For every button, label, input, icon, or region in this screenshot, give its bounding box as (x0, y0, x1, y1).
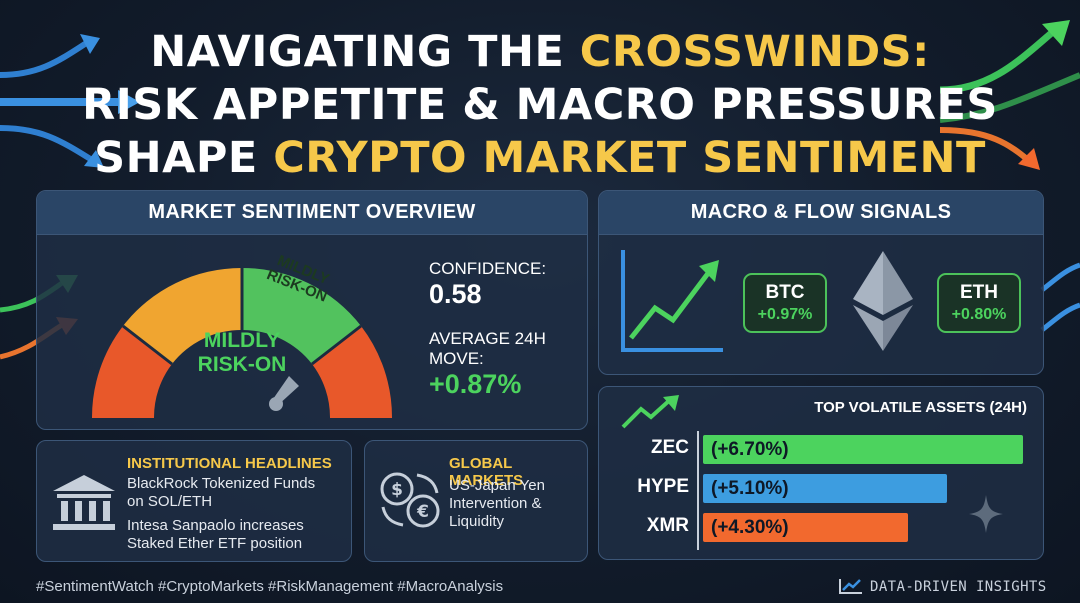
bank-icon (53, 475, 115, 530)
confidence-label: CONFIDENCE: (429, 259, 547, 278)
brand-label: DATA-DRIVEN INSIGHTS (870, 579, 1047, 595)
sparkle-icon (969, 495, 1003, 533)
asset-axis-line (697, 431, 699, 550)
global-markets-panel: $ € GLOBAL MARKETS US-Japan Yen Interven… (364, 440, 588, 562)
title-line-3: SHAPE CRYPTO MARKET SENTIMENT (94, 133, 986, 183)
eth-change: +0.80% (951, 306, 1007, 323)
market-sentiment-header: MARKET SENTIMENT OVERVIEW (37, 191, 587, 235)
gauge-center-label: MILDLY RISK-ON (197, 329, 287, 376)
macro-flow-panel: MACRO & FLOW SIGNALS BTC +0.97% ETH +0.8… (598, 190, 1044, 375)
asset-name-zec: ZEC (651, 437, 689, 458)
sentiment-gauge (91, 267, 393, 418)
eth-signal: ETH +0.80% (937, 273, 1021, 333)
asset-bar-xmr: (+4.30%) (703, 513, 908, 542)
institutional-headlines-panel: INSTITUTIONAL HEADLINES BlackRock Tokeni… (36, 440, 352, 562)
headline-intesa: Intesa Sanpaolo increases Staked Ether E… (127, 517, 304, 552)
btc-signal: BTC +0.97% (743, 273, 827, 333)
avg-move-value: +0.87% (429, 369, 522, 399)
right-side-arrows-decoration (1040, 262, 1080, 332)
page-title: NAVIGATING THE CROSSWINDS: RISK APPETITE… (0, 26, 1080, 185)
btc-symbol: BTC (765, 282, 805, 303)
chart-brand-icon (839, 579, 862, 594)
global-markets-header: GLOBAL MARKETS (449, 455, 524, 489)
btc-change: +0.97% (757, 306, 813, 323)
gauge-segment-mildly-risk-on (242, 267, 361, 364)
global-markets-text: US-Japan Yen Intervention & Liquidity (449, 477, 545, 530)
eth-symbol: ETH (960, 282, 998, 303)
confidence-value: 0.58 (429, 279, 482, 309)
uptrend-icon (621, 395, 679, 429)
asset-bar-hype: (+5.10%) (703, 474, 947, 503)
macro-flow-header: MACRO & FLOW SIGNALS (599, 191, 1043, 235)
trend-chart-icon (621, 250, 723, 352)
title-line-1: NAVIGATING THE CROSSWINDS: (150, 27, 930, 77)
currency-exchange-icon: $ € (380, 472, 440, 528)
title-line-2: RISK APPETITE & MACRO PRESSURES (82, 80, 998, 130)
svg-text:$: $ (391, 480, 403, 500)
asset-name-xmr: XMR (646, 515, 689, 536)
institutional-header: INSTITUTIONAL HEADLINES (127, 455, 332, 472)
volatile-assets-header: TOP VOLATILE ASSETS (24h) (814, 399, 1027, 416)
market-sentiment-panel: MARKET SENTIMENT OVERVIEW MILDLY RISK-ON… (36, 190, 588, 430)
headline-blackrock: BlackRock Tokenized Funds on SOL/ETH (127, 475, 316, 510)
ethereum-icon (853, 251, 913, 351)
avg-move-label: AVERAGE 24H MOVE: (429, 329, 546, 368)
svg-text:€: € (416, 502, 429, 522)
asset-name-hype: HYPE (637, 476, 689, 497)
hashtags: #SentimentWatch #CryptoMarkets #RiskMana… (36, 578, 504, 595)
asset-bar-zec: (+6.70%) (703, 435, 1023, 464)
gauge-segment-neutral (123, 267, 242, 364)
volatile-assets-panel: TOP VOLATILE ASSETS (24h) ZEC (+6.70%) HYP… (598, 386, 1044, 560)
